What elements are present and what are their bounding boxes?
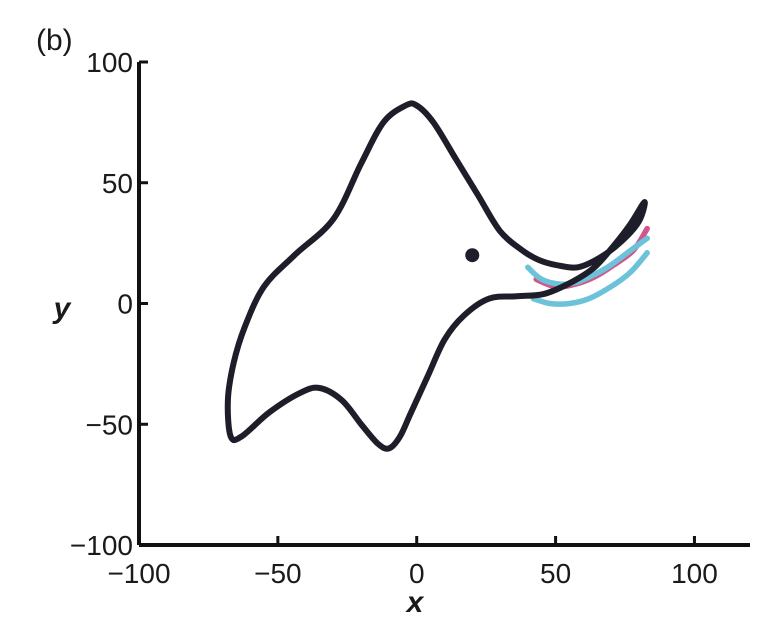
fixed-point-marker [465,248,480,263]
series-line-closed-orbit [224,100,648,452]
series-layer [224,100,650,452]
y-tick-label: −50 [86,409,134,440]
x-tick-label: 100 [671,558,718,589]
x-axis-label: x [405,586,425,619]
y-tick-label: 0 [117,289,133,320]
y-tick-label: 100 [86,47,133,78]
x-tick-label: 50 [540,558,571,589]
panel-label: (b) [36,24,73,57]
points-layer [465,248,480,263]
x-tick-label: −100 [107,558,170,589]
y-tick-label: −100 [70,530,133,561]
series-line-cyan-trajectory-upper [525,235,650,288]
series-line-cyan-trajectory [530,250,650,307]
x-tick-label: 0 [409,558,425,589]
axes: −100 −50 0 50 100 −100 −50 0 50 100 [70,47,750,589]
y-axis-label: y [52,292,72,325]
y-tick-label: 50 [102,168,133,199]
x-tick-label: −50 [254,558,302,589]
